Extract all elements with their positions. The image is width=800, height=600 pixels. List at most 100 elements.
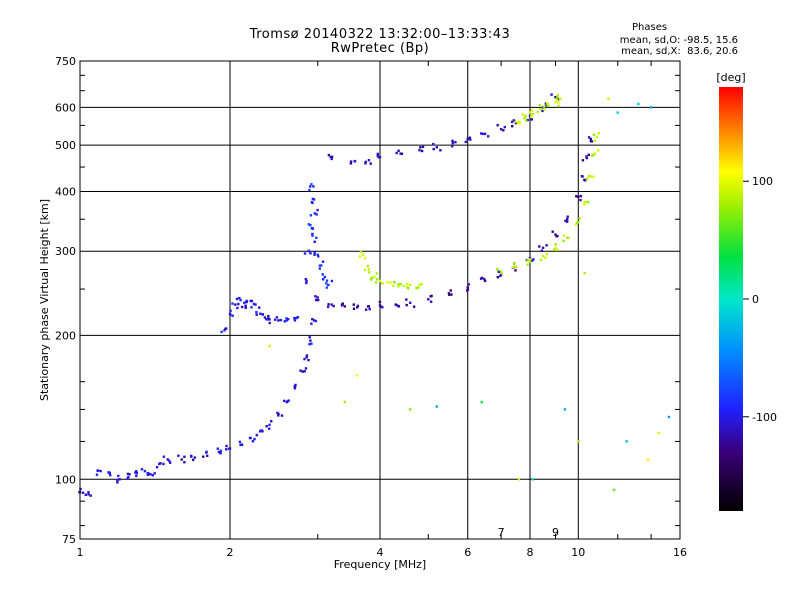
echo-point xyxy=(400,152,404,155)
echo-point xyxy=(567,236,570,239)
echo-point xyxy=(318,264,322,267)
echo-point xyxy=(155,466,159,469)
colorbar-tick-label: 100 xyxy=(752,175,773,188)
echo-point xyxy=(483,277,486,281)
echo-point xyxy=(277,319,280,322)
echo-point xyxy=(543,108,546,111)
y-tick-label: 750 xyxy=(55,55,76,68)
echo-point xyxy=(149,473,152,476)
echo-point xyxy=(376,154,379,158)
echo-point xyxy=(252,302,256,306)
y-tick-label: 100 xyxy=(55,473,76,486)
echo-point xyxy=(592,133,596,136)
echo-point xyxy=(268,344,271,348)
echo-point xyxy=(479,277,483,280)
echo-point xyxy=(378,279,382,283)
echo-point xyxy=(539,258,543,262)
echo-point xyxy=(240,443,244,446)
echo-point xyxy=(409,301,412,304)
echo-point xyxy=(381,282,384,285)
echo-point xyxy=(412,305,416,308)
echo-point xyxy=(559,97,562,100)
echo-point xyxy=(311,318,314,321)
echo-point xyxy=(554,243,557,246)
echo-point xyxy=(395,151,398,155)
echo-point xyxy=(595,135,599,139)
echo-point xyxy=(576,221,579,224)
echo-point xyxy=(597,149,600,152)
colorbar xyxy=(719,87,743,511)
echo-point xyxy=(219,452,222,455)
echo-point xyxy=(244,304,247,307)
echo-point xyxy=(349,160,353,163)
echo-point xyxy=(566,218,569,221)
echo-point xyxy=(376,278,379,281)
echo-point xyxy=(303,357,306,361)
echo-point xyxy=(496,276,499,279)
echo-point xyxy=(301,370,304,373)
echo-point xyxy=(116,481,119,484)
echo-point xyxy=(402,284,405,287)
echo-point xyxy=(557,98,560,101)
echo-point xyxy=(276,411,279,415)
echo-point xyxy=(314,319,318,323)
echo-point xyxy=(546,102,549,106)
echo-point xyxy=(369,162,372,165)
echo-point xyxy=(518,122,521,125)
echo-point xyxy=(317,298,320,302)
echo-point xyxy=(313,240,316,243)
echo-point xyxy=(205,450,208,453)
echo-point xyxy=(305,356,308,359)
echo-point xyxy=(466,286,469,289)
echo-point xyxy=(577,440,580,443)
echo-point xyxy=(217,450,221,454)
y-tick-label: 75 xyxy=(62,533,76,546)
chart-title: Tromsø 20140322 13:32:00–13:33:43 xyxy=(249,27,511,42)
echo-point xyxy=(84,493,87,496)
echo-point xyxy=(397,305,400,308)
echo-point xyxy=(544,256,547,259)
echo-point xyxy=(542,105,546,108)
echo-point xyxy=(193,456,196,459)
echo-point xyxy=(332,304,335,308)
echo-point xyxy=(487,135,490,138)
echo-point xyxy=(285,319,288,322)
echo-point xyxy=(363,256,367,260)
echo-point xyxy=(305,279,308,283)
colorbar-tick-label: 0 xyxy=(752,293,759,306)
echo-point xyxy=(454,141,457,144)
echo-point xyxy=(135,474,138,478)
echo-point xyxy=(397,149,400,152)
echo-point xyxy=(206,454,209,457)
echo-point xyxy=(162,462,165,466)
echo-point xyxy=(587,136,591,139)
echo-point xyxy=(524,114,527,118)
echo-point xyxy=(419,146,422,149)
echo-point xyxy=(381,306,384,309)
echo-point xyxy=(574,223,577,226)
echo-point xyxy=(517,478,521,481)
echo-point xyxy=(263,316,267,319)
echo-point xyxy=(225,444,228,448)
echo-point xyxy=(538,245,541,248)
x-axis-label: Frequency [MHz] xyxy=(334,558,426,571)
y-tick-label: 300 xyxy=(55,245,76,258)
echo-point xyxy=(261,430,264,433)
echo-point xyxy=(583,203,586,206)
echo-point xyxy=(259,430,262,433)
x-minor-tick-label: 9 xyxy=(552,526,559,539)
echo-point xyxy=(95,473,99,476)
echo-point xyxy=(432,147,435,151)
echo-point xyxy=(321,260,325,263)
echo-point xyxy=(283,399,286,403)
echo-point xyxy=(435,146,438,149)
echo-point xyxy=(583,271,586,275)
echo-point xyxy=(309,224,312,227)
echo-point xyxy=(399,152,402,155)
echo-point xyxy=(585,177,589,180)
x-tick-label: 4 xyxy=(377,546,384,559)
echo-point xyxy=(363,268,367,272)
x-tick-label: 1 xyxy=(77,546,84,559)
echo-point xyxy=(147,472,151,475)
echo-point xyxy=(310,183,313,186)
